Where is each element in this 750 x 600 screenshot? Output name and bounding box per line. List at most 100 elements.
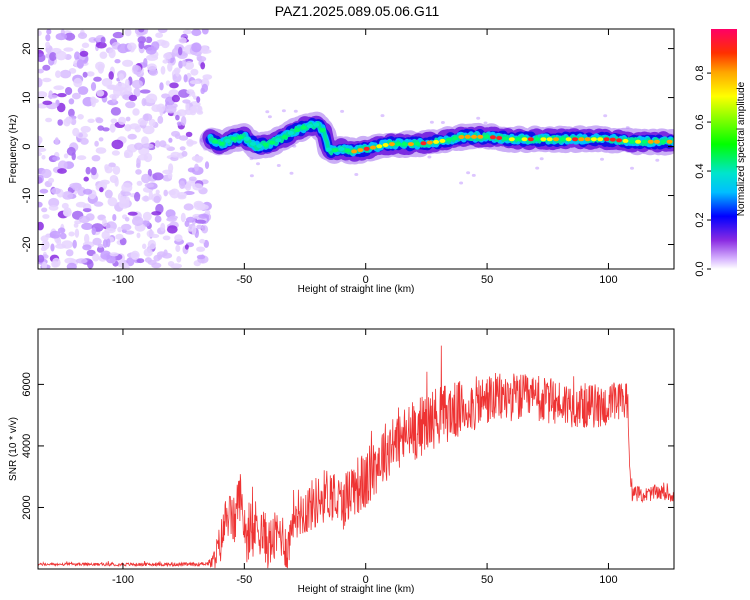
spectrogram-noise-blob <box>168 137 173 143</box>
spectrogram-noise-blob <box>194 156 203 163</box>
spectrogram-noise-blob <box>167 62 173 72</box>
spectrogram-noise-blob <box>162 59 169 64</box>
spectrogram-noise-blob <box>42 100 53 106</box>
spectrogram-noise-blob <box>471 173 476 177</box>
spectrogram-noise-blob <box>58 160 68 170</box>
spectrogram-noise-blob <box>108 48 116 59</box>
spectrogram-noise-blob <box>186 140 198 145</box>
spectrogram-noise-blob <box>133 65 142 76</box>
spectrogram-noise-blob <box>91 227 97 236</box>
spectrogram-noise-blob <box>92 253 100 262</box>
spectrogram-noise-blob <box>154 215 162 223</box>
colorbar-gradient <box>711 29 737 269</box>
spectrogram-noise-blob <box>130 250 140 260</box>
spectrogram-noise-blob <box>191 225 197 235</box>
spectrogram-ridge-peak <box>616 138 623 143</box>
snr-y-tick-label: 4000 <box>21 434 33 458</box>
spectrogram-noise-blob <box>49 230 61 239</box>
spectrogram-ridge-peak <box>464 134 471 139</box>
spectrogram-noise-blob <box>155 32 164 38</box>
spectrogram-noise-blob <box>148 68 159 76</box>
spectrogram-noise-blob <box>380 114 385 118</box>
spectrogram-noise-blob <box>144 183 154 188</box>
spectrogram-noise-blob <box>124 152 130 159</box>
spectrogram-noise-blob <box>102 127 110 132</box>
spectrogram-noise-blob <box>54 137 59 145</box>
spectrogram-ridge-peak <box>357 148 364 153</box>
snr-panel: -100 -50 0 50 100 2000 4000 6000 Height of str… <box>8 328 675 595</box>
spectrogram-noise-blob <box>118 116 126 125</box>
spectrogram-noise-blob <box>199 45 209 54</box>
spectrogram-noise-blob <box>121 182 133 193</box>
spectrogram-noise-blob <box>111 150 120 156</box>
spectrogram-noise-blob <box>293 109 298 113</box>
spectrogram-noise-blob <box>131 79 143 89</box>
spectrogram-noise-blob <box>81 222 93 230</box>
spectrogram-x-tick-label: 0 <box>363 274 369 286</box>
spectrogram-noise-blob <box>169 215 178 220</box>
spectrogram-noise-blob <box>179 180 186 189</box>
spectrogram-noise-blob <box>539 157 544 161</box>
spectrogram-noise-blob <box>107 197 118 207</box>
spectrogram-y-tick-label: -10 <box>21 188 33 204</box>
spectrogram-ridge-peak <box>313 122 320 127</box>
spectrogram-ridge-peak <box>477 134 484 139</box>
spectrogram-noise-blob <box>90 166 97 176</box>
spectrogram-noise-blob <box>62 191 74 200</box>
spectrogram-noise-blob <box>147 259 157 265</box>
spectrogram-noise-blob <box>73 77 83 88</box>
spectrogram-noise-blob <box>176 192 187 198</box>
spectrogram-noise-blob <box>142 211 152 221</box>
spectrogram-ridge-peak <box>597 137 604 142</box>
spectrogram-noise-blob <box>73 222 79 228</box>
spectrogram-noise-blob <box>102 239 108 248</box>
snr-x-ticks: -100 -50 0 50 100 <box>112 329 618 586</box>
spectrogram-noise-blob <box>199 238 206 244</box>
spectrogram-noise-blob <box>201 225 209 234</box>
spectrogram-noise-blob <box>96 89 105 97</box>
spectrogram-noise-blob <box>100 250 112 260</box>
spectrogram-noise-blob <box>175 114 180 121</box>
spectrogram-noise-blob <box>114 59 121 64</box>
spectrogram-noise-blob <box>127 133 137 140</box>
spectrogram-noise-blob <box>134 142 144 150</box>
spectrogram-ridge-peak <box>250 141 257 146</box>
spectrogram-ridge-peak <box>407 142 414 147</box>
spectrogram-noise-blob <box>192 183 204 191</box>
spectrogram-noise-blob <box>68 108 75 117</box>
spectrogram-noise-blob <box>138 29 145 33</box>
spectrogram-ridge-peak <box>641 139 648 144</box>
spectrogram-noise-blob <box>122 94 130 99</box>
spectrogram-y-ticks: -20 -10 0 10 20 <box>21 42 674 252</box>
spectrogram-noise-blob <box>101 78 113 87</box>
spectrogram-noise-blob <box>124 29 132 37</box>
figure-title: PAZ1.2025.089.05.06.G11 <box>275 3 440 19</box>
spectrogram-noise-blob <box>127 211 138 216</box>
colorbar-tick-label: 0.4 <box>694 163 706 178</box>
spectrogram-noise-blob <box>276 164 281 167</box>
spectrogram-ridge-peak <box>609 137 616 142</box>
spectrogram-noise-blob <box>142 243 147 250</box>
spectrogram-noise-blob <box>104 189 113 199</box>
spectrogram-noise-blob <box>78 215 90 224</box>
spectrogram-noise-blob <box>600 157 604 161</box>
spectrogram-noise-blob <box>65 87 73 95</box>
snr-background <box>38 329 674 569</box>
spectrogram-noise-blob <box>80 125 91 133</box>
spectrogram-noise-blob <box>146 230 155 238</box>
spectrogram-noise-blob <box>182 29 193 35</box>
colorbar-label: Normalized spectral amplitude <box>736 81 747 216</box>
spectrogram-noise-blob <box>63 47 74 52</box>
snr-y-tick-label: 6000 <box>21 372 33 396</box>
spectrogram-ridge-peak <box>540 137 547 142</box>
snr-x-tick-label: 50 <box>481 574 493 586</box>
spectrogram-noise-blob <box>57 93 67 98</box>
colorbar-ticks: 0.0 0.2 0.4 0.6 0.8 <box>694 65 711 277</box>
spectrogram-noise-blob <box>76 59 84 69</box>
spectrogram-noise-blob <box>184 244 189 250</box>
spectrogram-noise-blob <box>100 36 106 44</box>
spectrogram-noise-blob <box>189 106 198 114</box>
colorbar-tick-label: 0.6 <box>694 114 706 129</box>
spectrogram-noise-blob <box>166 225 178 234</box>
